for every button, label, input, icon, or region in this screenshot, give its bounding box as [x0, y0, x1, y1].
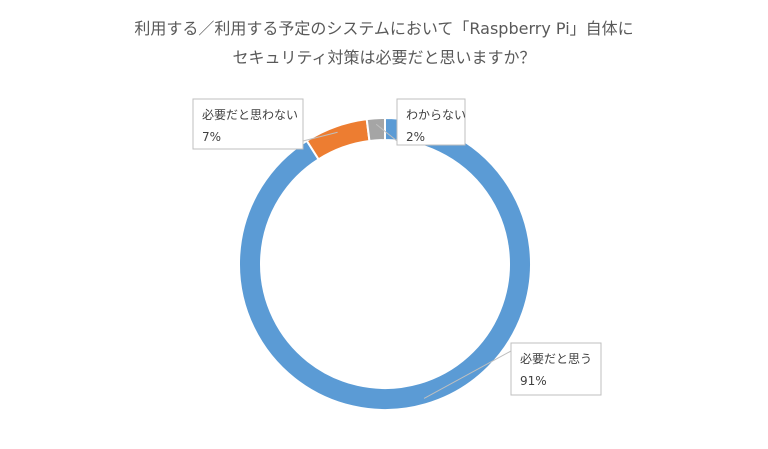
- slice-value-1: 7%: [202, 130, 221, 144]
- chart-title-line-2: セキュリティ対策は必要だと思いますか？: [232, 48, 536, 67]
- donut-slice-2: [365, 116, 386, 143]
- chart-title: 利用する／利用する予定のシステムにおいて「Raspberry Pi」自体に セキ…: [0, 14, 768, 72]
- slice-label-1: 必要だと思わない: [202, 108, 298, 122]
- chart-title-line-1: 利用する／利用する予定のシステムにおいて「Raspberry Pi」自体に: [134, 19, 634, 38]
- slice-label-2: わからない: [406, 108, 466, 122]
- donut-slice-1: [305, 118, 371, 161]
- callout-leader-1: [302, 131, 338, 142]
- donut-slices: [238, 116, 532, 411]
- callout-box-1: [192, 98, 304, 150]
- slice-label-0: 必要だと思う: [520, 352, 592, 366]
- data-label-callouts: 必要だと思う 91% 必要だと思わない 7% わからない 2%: [192, 98, 602, 399]
- slice-value-0: 91%: [520, 374, 547, 388]
- donut-slice-0: [238, 116, 532, 411]
- callout-leader-2: [375, 123, 398, 142]
- callout-leader-0: [423, 350, 512, 399]
- slice-value-2: 2%: [406, 130, 425, 144]
- callout-box-0: [510, 342, 602, 396]
- callout-box-2: [396, 98, 466, 146]
